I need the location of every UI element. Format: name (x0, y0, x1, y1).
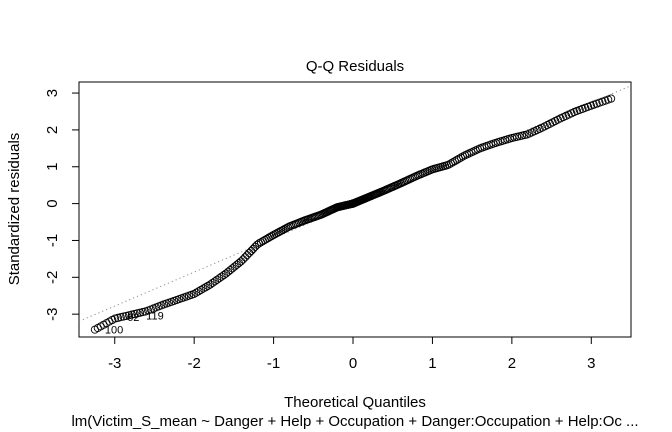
point-label: 62 (127, 312, 139, 324)
x-tick-label: 0 (349, 355, 357, 372)
data-point (217, 272, 226, 281)
data-point (119, 312, 128, 321)
data-point (111, 314, 120, 323)
data-point (245, 248, 254, 258)
data-point (446, 159, 455, 168)
y-tick-label: 3 (44, 89, 61, 97)
data-point (241, 253, 250, 262)
data-point (458, 152, 468, 161)
data-point (122, 311, 131, 320)
data-point (238, 255, 248, 264)
x-axis: -3 -2 -1 0 1 2 3 (108, 336, 595, 372)
chart-title: Q-Q Residuals (306, 58, 404, 75)
data-point (201, 283, 210, 292)
point-labels: 100 62 119 (105, 311, 164, 337)
x-tick-label: -1 (267, 355, 280, 372)
data-point (450, 157, 459, 166)
y-tick-label: 2 (44, 126, 61, 134)
data-point (192, 288, 201, 297)
data-point (456, 153, 465, 162)
data-point (116, 313, 125, 322)
data-points (90, 94, 616, 334)
y-tick-label: 0 (44, 199, 61, 207)
data-point (448, 158, 457, 167)
x-tick-label: 2 (508, 355, 516, 372)
y-tick-label: -2 (44, 271, 61, 284)
x-axis-label: Theoretical Quantiles (284, 394, 426, 411)
data-point (196, 285, 206, 294)
data-point (236, 257, 246, 266)
plot-area: 100 62 119 (78, 81, 632, 338)
data-point (454, 154, 463, 163)
x-tick-label: -2 (187, 355, 200, 372)
x-tick-label: 1 (428, 355, 436, 372)
data-point (607, 94, 616, 103)
data-point (444, 160, 453, 169)
y-axis-label: Standardized residuals (6, 133, 23, 286)
y-tick-label: 1 (44, 163, 61, 171)
y-axis: -3 -2 -1 0 1 2 3 (44, 89, 80, 321)
point-label: 100 (105, 325, 123, 337)
data-point (247, 246, 256, 255)
data-point (189, 289, 198, 299)
data-point (243, 251, 252, 260)
x-tick-label: -3 (108, 355, 121, 372)
data-point (203, 281, 213, 290)
x-tick-label: 3 (587, 355, 595, 372)
data-point (113, 313, 122, 322)
y-tick-label: -1 (44, 234, 61, 247)
data-point (194, 287, 203, 296)
data-point (249, 244, 258, 253)
model-formula-subtitle: lm(Victim_S_mean ~ Danger + Help + Occup… (71, 413, 638, 430)
y-tick-label: -3 (44, 307, 61, 320)
point-label: 119 (146, 311, 164, 323)
data-point (199, 284, 208, 293)
data-point (452, 155, 461, 165)
